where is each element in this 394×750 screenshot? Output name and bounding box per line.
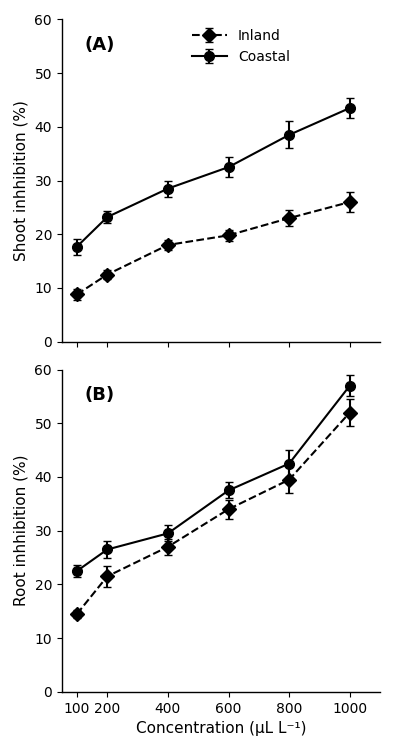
Y-axis label: Root inhhibition (%): Root inhhibition (%) [14,455,29,607]
Y-axis label: Shoot inhhibition (%): Shoot inhhibition (%) [14,100,29,261]
Legend: Inland, Coastal: Inland, Coastal [186,23,296,69]
Text: (A): (A) [84,35,114,53]
X-axis label: Concentration (μL L⁻¹): Concentration (μL L⁻¹) [136,721,306,736]
Text: (B): (B) [84,386,114,404]
